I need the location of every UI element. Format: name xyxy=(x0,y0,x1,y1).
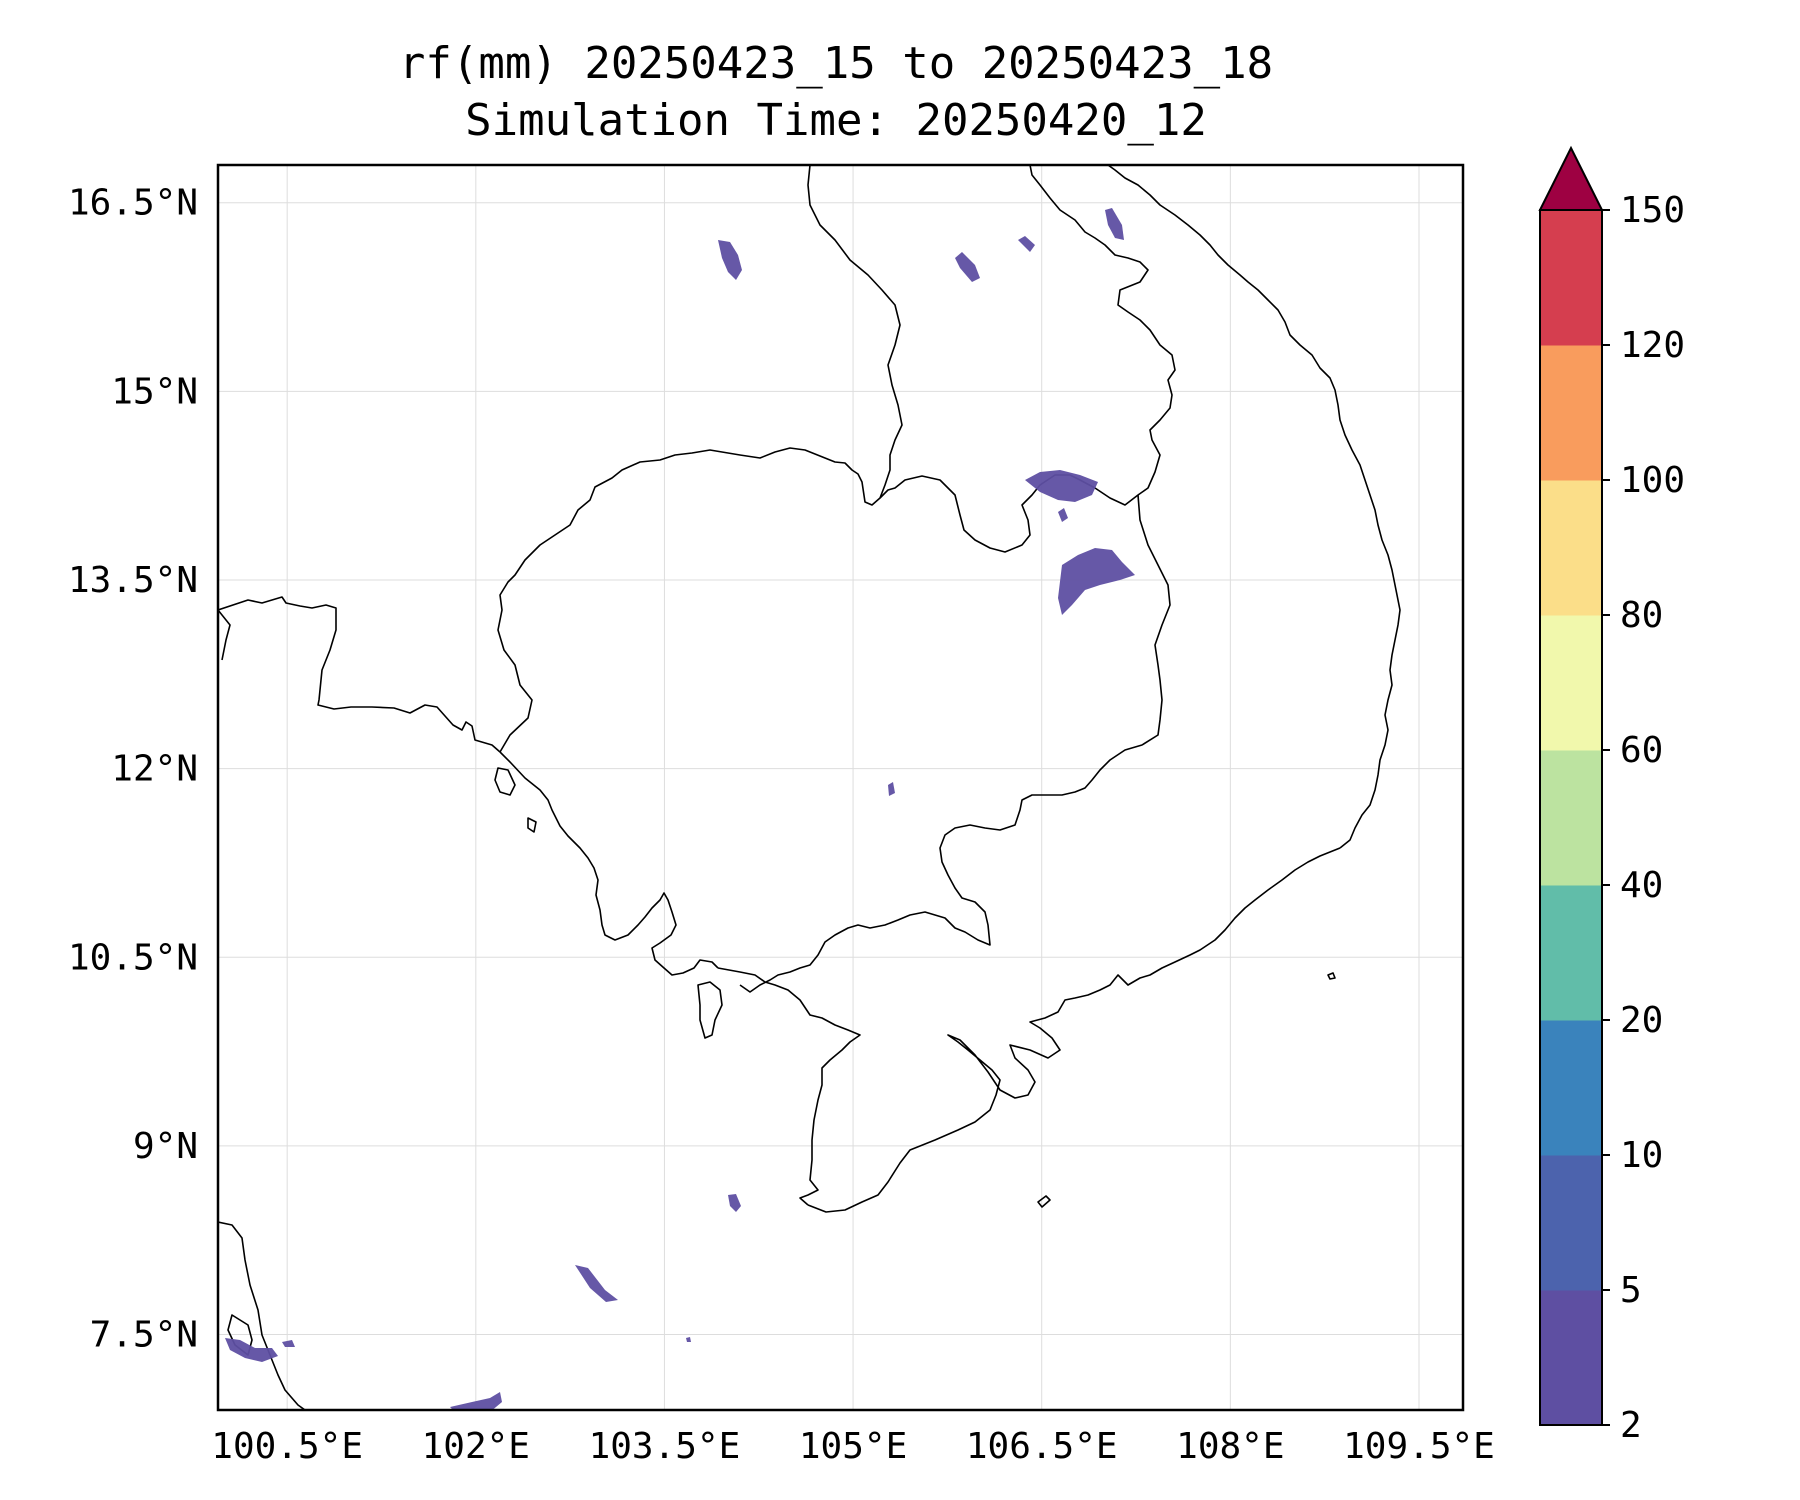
colorbar-tick-label: 100 xyxy=(1620,460,1685,501)
rain-patch-north-3 xyxy=(1018,236,1035,252)
lon-tick-label: 106.5°E xyxy=(966,1426,1118,1467)
map-panel xyxy=(216,163,1465,1412)
colorbar-segment xyxy=(1540,1020,1602,1156)
coastline-malay-peninsula xyxy=(218,1221,306,1410)
lat-tick-label: 7.5°N xyxy=(90,1315,198,1356)
lat-tick-label: 15°N xyxy=(111,371,198,412)
lon-tick-label: 109.5°E xyxy=(1343,1426,1495,1467)
lon-tick-label: 105°E xyxy=(799,1426,907,1467)
lon-tick-label: 100.5°E xyxy=(211,1426,363,1467)
lat-tick-label: 16.5°N xyxy=(68,183,198,224)
border-laos-thailand xyxy=(807,165,903,499)
colorbar-segment xyxy=(1540,480,1602,616)
rain-patch-south-3 xyxy=(686,1337,691,1342)
colorbar-tick-label: 40 xyxy=(1620,865,1663,906)
coastline-cambodia-south xyxy=(717,967,861,1206)
border-cambodia-north xyxy=(497,165,1176,753)
lat-tick-labels: 16.5°N 15°N 13.5°N 12°N 10.5°N 9°N 7.5°N xyxy=(68,183,198,1356)
lon-tick-label: 103.5°E xyxy=(589,1426,741,1467)
coastline-mekong-delta xyxy=(807,847,1341,1213)
island-phu-quoc xyxy=(697,981,723,1039)
colorbar-segment xyxy=(1540,345,1602,481)
island-small-east xyxy=(1327,972,1336,980)
rain-patch-south-2 xyxy=(575,1265,618,1302)
island-con-dao xyxy=(1037,1195,1051,1208)
title-line-2: Simulation Time: 20250420_12 xyxy=(465,95,1207,146)
border-thailand-myanmar xyxy=(218,609,231,661)
lat-tick-label: 12°N xyxy=(111,749,198,790)
gridlines xyxy=(218,165,1463,1410)
rain-patch-central-3 xyxy=(1058,548,1135,615)
lon-tick-label: 108°E xyxy=(1176,1426,1284,1467)
coastline-gulf-north xyxy=(499,751,719,976)
map-content xyxy=(218,165,1401,1410)
colorbar-tick-label: 80 xyxy=(1620,595,1663,636)
rain-patch-southwest-2 xyxy=(282,1340,295,1347)
colorbar-tick-label: 10 xyxy=(1620,1135,1663,1176)
rain-patch-north-2 xyxy=(955,252,980,282)
rain-patch-central-1 xyxy=(1025,470,1098,502)
island-small-gulf xyxy=(527,817,537,833)
colorbar-segment xyxy=(1540,885,1602,1021)
colorbar-extend-arrow xyxy=(1538,145,1604,211)
rain-patch-north-1 xyxy=(718,240,742,280)
lat-tick-label: 10.5°N xyxy=(68,937,198,978)
colorbar-tick-label: 5 xyxy=(1620,1270,1642,1311)
colorbar-segment xyxy=(1540,210,1602,346)
lon-tick-label: 102°E xyxy=(422,1426,530,1467)
colorbar-tick-label: 20 xyxy=(1620,1000,1663,1041)
lon-tick-labels: 100.5°E 102°E 103.5°E 105°E 106.5°E 108°E 109.… xyxy=(211,1426,1495,1467)
colorbar-tick-label: 150 xyxy=(1620,190,1685,231)
colorbar: 2 5 10 20 40 60 80 100 120 150 xyxy=(1538,145,1685,1446)
title-line-1: rf(mm) 20250423_15 to 20250423_18 xyxy=(399,38,1273,89)
lat-tick-label: 13.5°N xyxy=(68,560,198,601)
colorbar-frame xyxy=(1539,209,1603,1426)
colorbar-segment xyxy=(1540,1290,1602,1426)
coastline-vietnam-east xyxy=(1107,165,1401,849)
colorbar-segment xyxy=(1540,1155,1602,1291)
lat-tick-label: 9°N xyxy=(133,1126,198,1167)
rain-patch-south-1 xyxy=(728,1194,741,1212)
colorbar-segment xyxy=(1540,615,1602,751)
rain-patch-north-4 xyxy=(1105,208,1124,240)
rain-patch-south-4 xyxy=(450,1392,502,1410)
map-frame xyxy=(216,163,1465,1412)
island-koh-kong xyxy=(494,767,516,796)
rainfall-patches xyxy=(225,208,1135,1410)
colorbar-tick-label: 2 xyxy=(1620,1405,1642,1446)
border-cambodia-east xyxy=(739,494,1171,993)
coastline-gulf-west xyxy=(218,596,501,753)
colorbar-tick-label: 60 xyxy=(1620,730,1663,771)
rain-patch-southwest-1 xyxy=(225,1338,278,1362)
map-background xyxy=(218,165,1463,1410)
rain-patch-central-2 xyxy=(1058,508,1068,522)
colorbar-segment xyxy=(1540,750,1602,886)
rain-patch-central-4 xyxy=(888,782,895,796)
colorbar-tick-label: 120 xyxy=(1620,325,1685,366)
